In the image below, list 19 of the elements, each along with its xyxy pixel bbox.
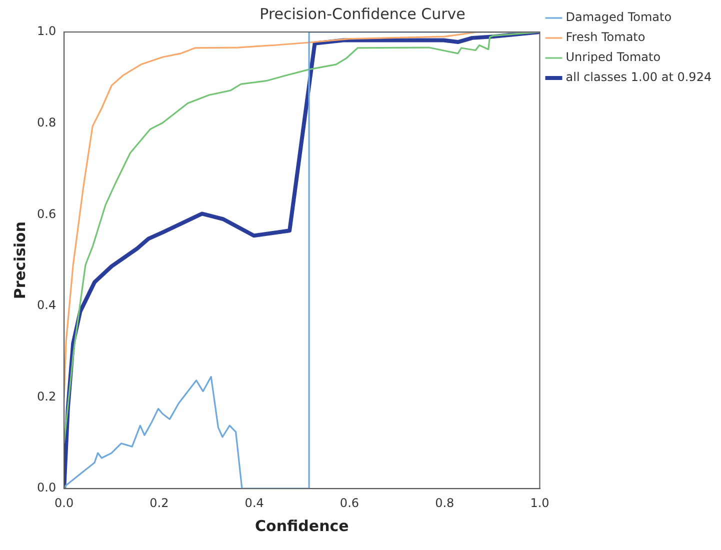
legend-label: Damaged Tomato bbox=[566, 10, 672, 24]
x-axis-title: Confidence bbox=[255, 516, 349, 535]
x-tick-label: 1.0 bbox=[530, 496, 550, 510]
y-tick-label: 0.0 bbox=[36, 480, 56, 495]
y-tick-label: 0.6 bbox=[36, 206, 56, 221]
y-tick-label: 0.2 bbox=[36, 389, 56, 404]
y-tick-label: 0.4 bbox=[36, 298, 56, 312]
legend-label: Fresh Tomato bbox=[566, 30, 646, 44]
x-tick-label: 0.2 bbox=[150, 496, 169, 510]
y-tick-label: 0.8 bbox=[36, 115, 56, 130]
x-tick-label: 0.0 bbox=[54, 496, 74, 510]
y-axis-title: Precision bbox=[10, 221, 29, 300]
legend-label: Unriped Tomato bbox=[566, 50, 661, 64]
x-tick-label: 0.4 bbox=[244, 496, 264, 510]
y-tick-label: 1.0 bbox=[36, 24, 56, 38]
x-tick-label: 0.8 bbox=[435, 496, 454, 510]
x-tick-label: 0.6 bbox=[340, 496, 360, 510]
chart-title: Precision-Confidence Curve bbox=[260, 4, 466, 23]
legend-label: all classes 1.00 at 0.924 bbox=[566, 70, 712, 84]
